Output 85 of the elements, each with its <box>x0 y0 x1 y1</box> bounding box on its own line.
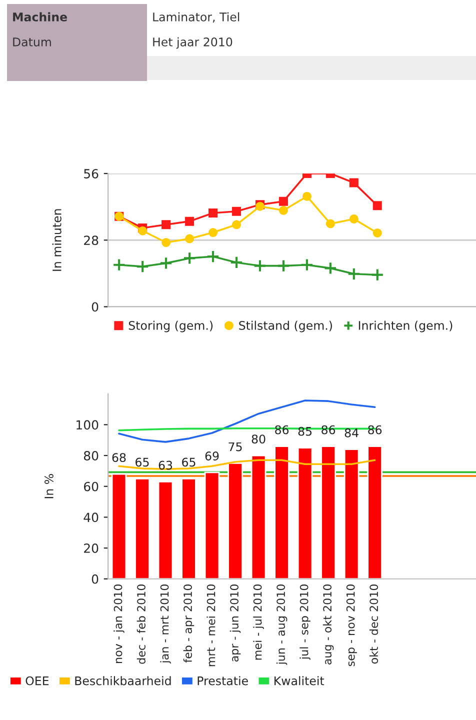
bar <box>344 448 360 579</box>
legend-label: OEE <box>26 676 49 686</box>
legend-label: Beschikbaarheid <box>75 676 171 686</box>
bar <box>204 472 220 579</box>
y-tick-label: 20 <box>84 544 98 553</box>
text: Machine <box>13 12 68 22</box>
point <box>162 220 171 230</box>
legend-label: Kwaliteit <box>274 676 324 686</box>
data-label: 65 <box>182 458 196 467</box>
point <box>138 226 148 236</box>
bar <box>111 473 127 579</box>
data-label: 84 <box>344 428 358 438</box>
data-label: 63 <box>158 460 172 470</box>
y-tick-label: 28 <box>84 236 98 246</box>
x-tick-label: okt - dec 2010 <box>369 584 378 664</box>
point <box>253 259 267 272</box>
x-tick-label: jun - aug 2010 <box>276 584 288 665</box>
point <box>232 206 242 216</box>
text: Het jaar 2010 <box>153 37 232 49</box>
point <box>278 196 288 206</box>
point <box>370 268 384 282</box>
text: Laminator, Tiel <box>153 12 240 23</box>
x-tick-label: apr - jun 2010 <box>230 584 241 662</box>
point <box>372 228 382 238</box>
x-tick-label: jan - mrt 2010 <box>160 584 171 664</box>
data-label: 80 <box>252 434 266 444</box>
x-tick-label: mrt - mei 2010 <box>206 584 216 666</box>
y-tick-label: 100 <box>76 420 98 430</box>
bar <box>158 481 174 579</box>
data-label: 85 <box>298 426 312 436</box>
bar <box>181 478 196 579</box>
point <box>349 178 358 188</box>
data-label: 86 <box>368 425 382 434</box>
point <box>324 262 338 275</box>
y-axis-title: In % <box>44 474 54 498</box>
x-tick-label: aug - okt 2010 <box>322 584 334 664</box>
data-label: 65 <box>136 458 149 467</box>
x-tick-label: jul - sep 2010 <box>300 584 310 660</box>
y-tick-label: 0 <box>92 574 98 584</box>
legend-label: Prestatie <box>198 676 248 686</box>
point <box>302 192 312 201</box>
data-label: 69 <box>205 452 219 460</box>
point <box>185 216 194 226</box>
legend-label: Storing (gem.) <box>128 320 213 332</box>
bar <box>250 454 266 579</box>
point <box>206 250 220 264</box>
point <box>326 219 335 228</box>
point <box>232 220 242 230</box>
point <box>208 208 218 218</box>
bar <box>320 446 336 579</box>
point <box>372 201 382 210</box>
point <box>182 252 196 265</box>
x-tick-label: nov - jan 2010 <box>114 584 124 663</box>
bar <box>297 447 313 579</box>
y-tick-label: 0 <box>92 302 98 312</box>
point <box>162 238 171 248</box>
bar <box>367 446 382 579</box>
point <box>300 258 314 272</box>
x-tick-label: dec - feb 2010 <box>136 584 146 664</box>
text: Datum <box>13 38 51 46</box>
point <box>208 228 218 238</box>
y-tick-label: 60 <box>84 482 98 492</box>
point <box>349 214 358 224</box>
data-label: 68 <box>112 453 126 462</box>
point <box>136 260 150 274</box>
legend-label: Inrichten (gem.) <box>358 320 452 332</box>
x-tick-label: mei - jul 2010 <box>253 584 264 660</box>
point <box>347 267 360 280</box>
point <box>112 258 126 272</box>
point <box>230 256 244 270</box>
point <box>278 206 288 215</box>
bar <box>274 446 290 579</box>
bar <box>134 478 150 579</box>
point <box>185 234 194 244</box>
x-tick-label: feb - apr 2010 <box>183 584 194 663</box>
y-axis-title: In minuten <box>52 209 62 271</box>
legend-label: Stilstand (gem.) <box>239 320 332 332</box>
x-tick-label: sep - nov 2010 <box>346 584 357 666</box>
point <box>159 256 173 270</box>
y-tick-label: 56 <box>84 168 98 178</box>
y-tick-label: 80 <box>84 450 98 460</box>
point <box>276 259 290 272</box>
bar <box>228 462 243 579</box>
y-tick-label: 40 <box>84 512 98 522</box>
data-label: 75 <box>228 442 242 452</box>
